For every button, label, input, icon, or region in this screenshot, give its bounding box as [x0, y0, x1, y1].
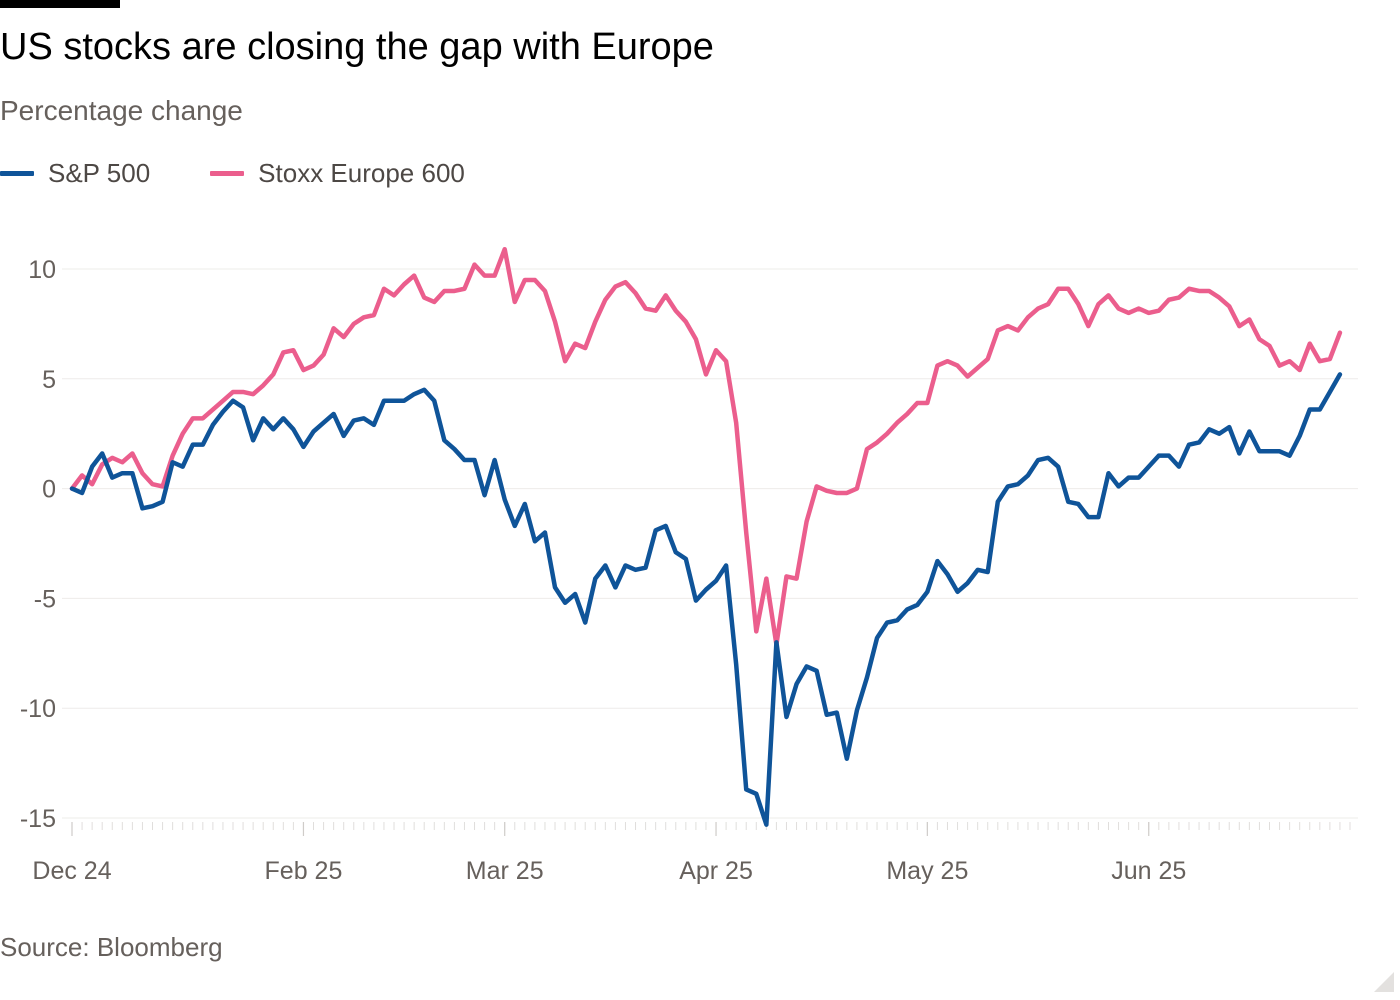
legend-label-sp500: S&P 500: [48, 158, 151, 188]
x-tick-label: Mar 25: [466, 857, 544, 885]
brand-bar: [0, 0, 120, 8]
legend-item-sp500: S&P 500: [0, 158, 150, 189]
x-tick-label: Apr 25: [679, 857, 753, 885]
series-line-sp500: [69, 372, 1343, 827]
line-chart: 10 5 0 -5 -10 -15 Dec 24 Feb 25 Mar 25 Apr 25 May …: [20, 246, 1358, 885]
x-tick-label: Dec 24: [32, 857, 111, 885]
y-tick-label: -5: [34, 585, 56, 613]
x-tick-label: Jun 25: [1111, 857, 1186, 885]
chart-subtitle: Percentage change: [0, 95, 243, 126]
x-tick-label: Feb 25: [265, 857, 343, 885]
legend-swatch-sp500: [0, 171, 34, 176]
y-tick-label: -10: [20, 695, 56, 723]
y-tick-label: 0: [42, 476, 56, 504]
legend-label-stoxx: Stoxx Europe 600: [258, 158, 465, 188]
corner-mark: [1374, 972, 1394, 992]
y-tick-label: -15: [20, 805, 56, 833]
y-tick-label: 5: [42, 366, 56, 394]
legend-item-stoxx: Stoxx Europe 600: [210, 158, 465, 189]
series-line-stoxx: [69, 246, 1343, 647]
legend: S&P 500 Stoxx Europe 600: [0, 158, 525, 189]
x-tick-label: May 25: [886, 857, 968, 885]
source-note: Source: Bloomberg: [0, 932, 223, 962]
y-tick-label: 10: [28, 256, 56, 284]
chart-title: US stocks are closing the gap with Europ…: [0, 26, 714, 68]
legend-swatch-stoxx: [210, 171, 245, 176]
